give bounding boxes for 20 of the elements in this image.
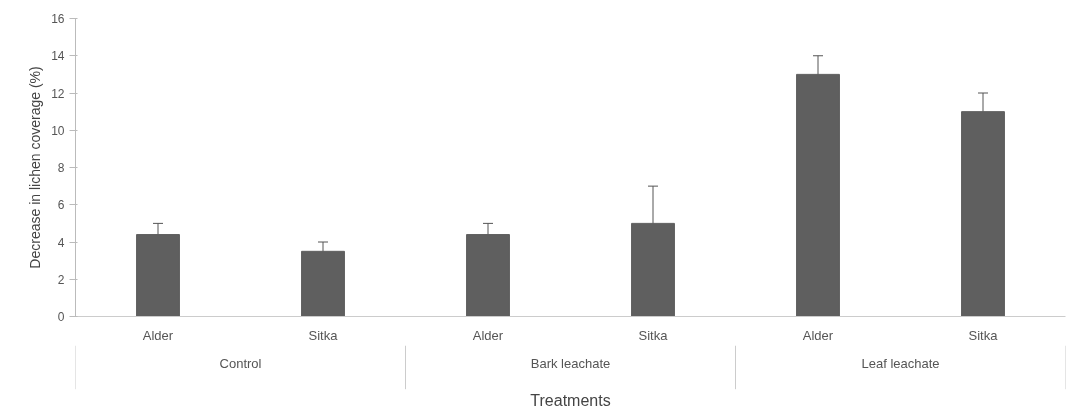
y-tick-label: 2	[57, 272, 65, 287]
x-tick-label: Sitka	[968, 327, 999, 343]
y-tick-label: 14	[51, 49, 65, 64]
text: Bark leachate	[530, 356, 611, 372]
x-tick-label: Alder	[802, 327, 834, 343]
y-tick-label: 12	[51, 86, 65, 101]
y-tick-label: 0	[57, 310, 65, 324]
x-tick-label: Sitka	[308, 327, 339, 343]
y-axis-title: Decrease in lichen coverage (%)	[27, 66, 44, 269]
x-tick-label: Alder	[142, 327, 174, 343]
y-tick-label: 8	[57, 161, 65, 175]
y-tick-label: 10	[51, 123, 65, 138]
y-tick-label: 6	[57, 198, 65, 213]
y-tick-label: 4	[57, 235, 65, 250]
text: Control	[219, 356, 262, 372]
y-tick-label: 16	[51, 12, 65, 26]
text: Leaf leachate	[861, 356, 940, 372]
x-tick-label: Sitka	[638, 327, 669, 343]
x-tick-label: Alder	[472, 327, 504, 343]
x-axis-title: Treatments	[530, 391, 611, 409]
